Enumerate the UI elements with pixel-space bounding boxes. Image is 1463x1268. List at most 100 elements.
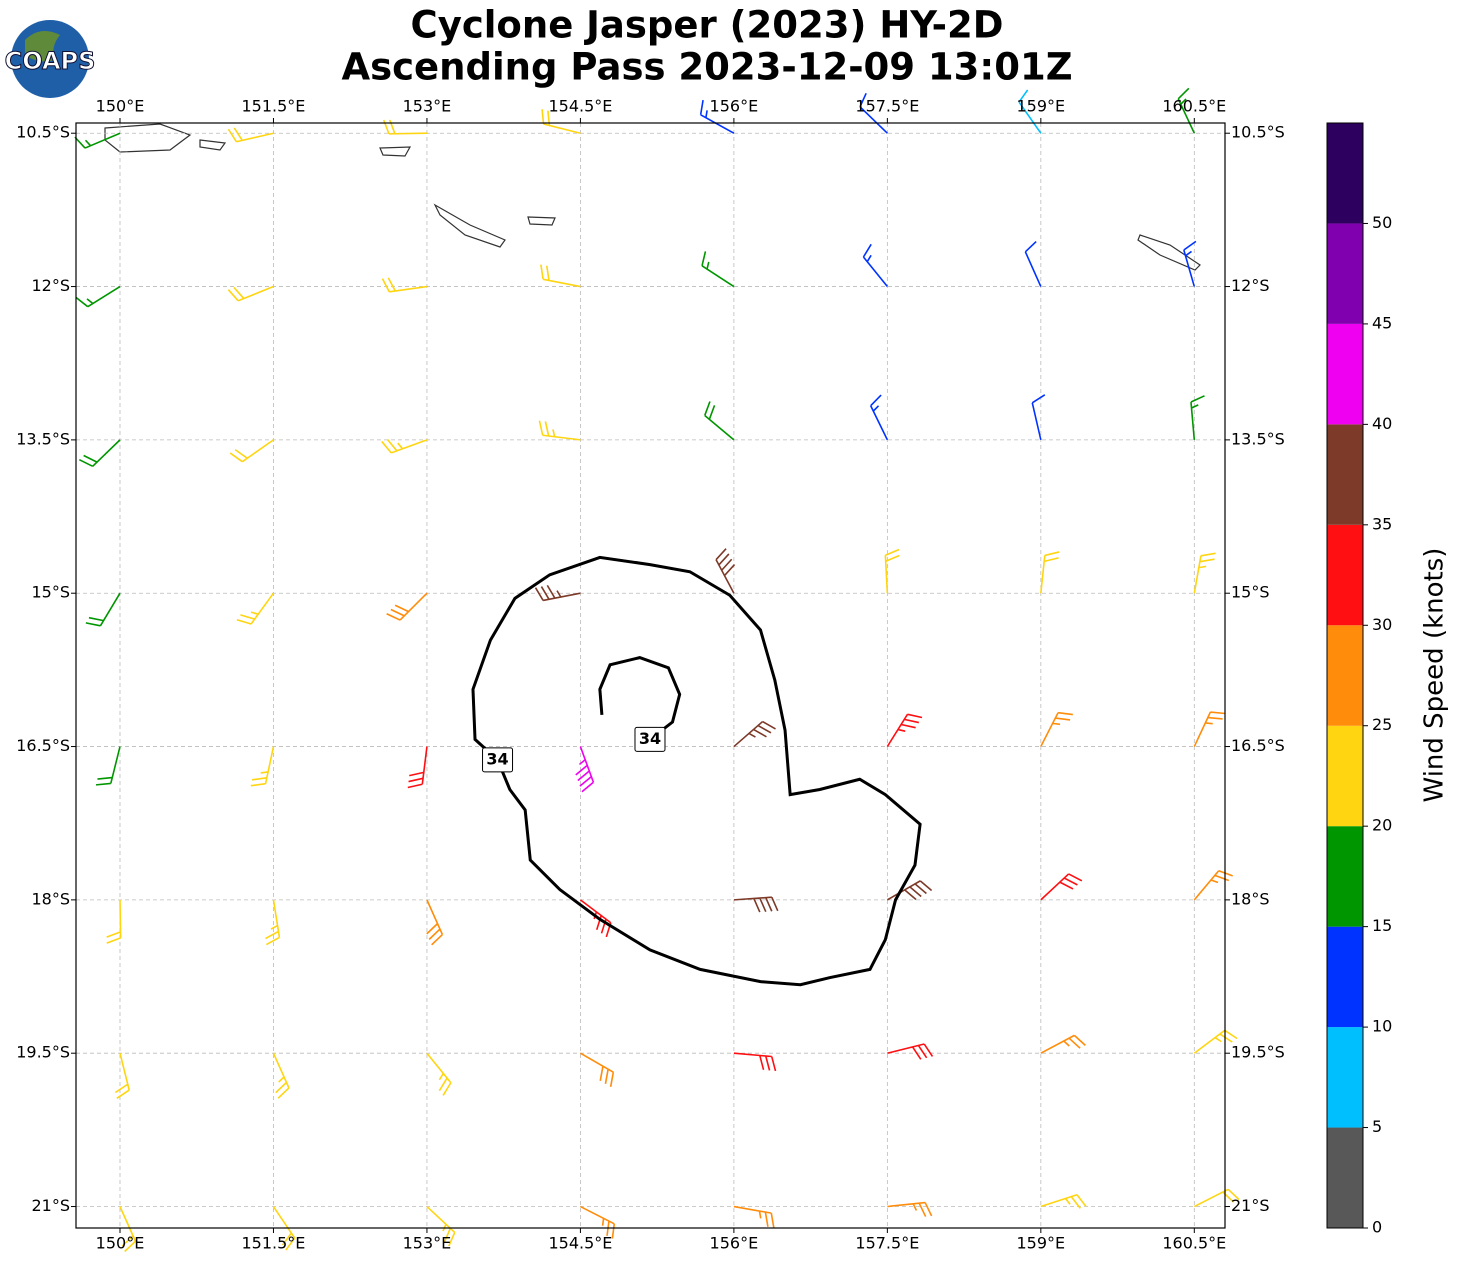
y-tick-label: 18°S	[31, 889, 70, 908]
x-tick-label: 153°E	[403, 97, 452, 116]
wind-barb	[715, 548, 736, 594]
x-tick-label: 151.5°E	[242, 1234, 306, 1253]
wind-barb	[1193, 552, 1216, 594]
colorbar-tick-label: 0	[1372, 1218, 1382, 1237]
wind-barb	[74, 132, 121, 149]
wind-barb	[227, 127, 274, 143]
wind-barb	[887, 1043, 934, 1060]
wind-barb	[426, 1052, 452, 1096]
wind-barb	[1031, 394, 1046, 441]
colorbar-bin	[1327, 826, 1363, 927]
wind-barb	[1040, 873, 1083, 901]
colorbar-label: Wind Speed (knots)	[1420, 548, 1450, 803]
wind-barb	[426, 899, 444, 946]
wind-barb	[887, 1201, 933, 1217]
wind-barb	[1177, 87, 1196, 134]
colorbar-tick-label: 50	[1372, 213, 1392, 232]
colorbar-bin	[1327, 323, 1363, 425]
wind-barb	[1040, 551, 1060, 594]
wind-barb	[886, 713, 923, 747]
colorbar-tick-label: 30	[1372, 615, 1392, 634]
x-tick-label: 156°E	[710, 97, 759, 116]
y-tick-label: 12°S	[1231, 276, 1270, 295]
x-tick-label: 160.5°E	[1162, 97, 1226, 116]
wind-barb	[1040, 711, 1073, 747]
wind-barb	[733, 720, 776, 748]
wind-barb	[250, 746, 275, 787]
colorbar-bin	[1327, 524, 1363, 626]
wind-barb	[1193, 711, 1226, 747]
contour-line	[471, 555, 922, 987]
colorbar-bin	[1327, 1127, 1363, 1228]
y-tick-label: 15°S	[31, 583, 70, 602]
wind-barb	[1018, 89, 1042, 134]
wind-barb	[869, 394, 889, 441]
y-tick-label: 12°S	[31, 276, 70, 295]
wind-barb	[265, 899, 281, 946]
wind-barb	[579, 899, 612, 938]
colorbar-tick-label: 40	[1372, 414, 1392, 433]
colorbar-bin	[1327, 123, 1363, 224]
x-tick-label: 159°E	[1017, 1234, 1066, 1253]
colorbar-bin	[1327, 625, 1363, 726]
contour-label-box	[482, 747, 514, 773]
wind-barb	[862, 243, 888, 288]
y-tick-label: 13.5°S	[1231, 429, 1285, 448]
wind-barb	[227, 285, 274, 302]
wind-barb	[229, 439, 274, 463]
y-tick-label: 16.5°S	[1231, 736, 1285, 755]
y-tick-label: 16.5°S	[16, 736, 70, 755]
coastlines	[104, 123, 1201, 271]
y-tick-label: 10.5°S	[16, 123, 70, 142]
contour-label: 34	[639, 729, 661, 748]
contour-label: 34	[486, 749, 508, 768]
x-tick-label: 157.5°E	[855, 1234, 919, 1253]
contour-label-box	[634, 726, 666, 752]
x-tick-label: 150°E	[96, 97, 145, 116]
wind-barb	[538, 420, 581, 441]
wind-barb	[1024, 240, 1042, 287]
map-area: 34 34	[74, 87, 1240, 1253]
wind-barb	[382, 119, 427, 135]
wind-barb	[1040, 1194, 1087, 1209]
chart-title: Cyclone Jasper (2023) HY-2D	[411, 4, 1004, 47]
x-tick-label: 151.5°E	[242, 97, 306, 116]
island	[433, 203, 506, 248]
wind-barb	[119, 1206, 137, 1253]
logo-land	[25, 31, 60, 62]
wind-barb	[426, 1205, 456, 1247]
wind-barb	[580, 1205, 616, 1239]
wind-barb	[1190, 395, 1205, 440]
wind-barb	[114, 1053, 130, 1099]
island	[527, 216, 556, 226]
wind-barb	[381, 438, 428, 454]
wind-barb	[1040, 1034, 1086, 1054]
wind-barb	[386, 592, 428, 621]
colorbar-tick-label: 35	[1372, 514, 1392, 533]
colorbar-tick-label: 5	[1372, 1117, 1382, 1136]
y-tick-label: 13.5°S	[16, 429, 70, 448]
map-frame	[75, 122, 1226, 1229]
wind-barb	[272, 1206, 296, 1251]
colorbar-tick-label: 25	[1372, 715, 1392, 734]
y-tick-label: 10.5°S	[1231, 123, 1285, 142]
wind-barb	[534, 584, 581, 602]
island	[199, 139, 227, 151]
wind-barb	[886, 880, 933, 901]
y-tick-label: 21°S	[31, 1196, 70, 1215]
wind-barb	[575, 746, 595, 793]
wind-barb	[701, 251, 735, 288]
wind-barb	[75, 285, 121, 308]
colorbar-bin	[1327, 725, 1363, 827]
wind-barb	[580, 1052, 615, 1087]
x-tick-label: 150°E	[96, 1234, 145, 1253]
y-tick-label: 15°S	[1231, 583, 1270, 602]
colorbar-bin	[1327, 926, 1363, 1028]
wind-barb	[106, 899, 122, 944]
wind-barb	[236, 592, 275, 625]
colorbar-tick-label: 10	[1372, 1017, 1392, 1036]
wind-barb	[381, 277, 428, 293]
island	[1137, 234, 1201, 271]
wind-barb	[704, 401, 735, 441]
